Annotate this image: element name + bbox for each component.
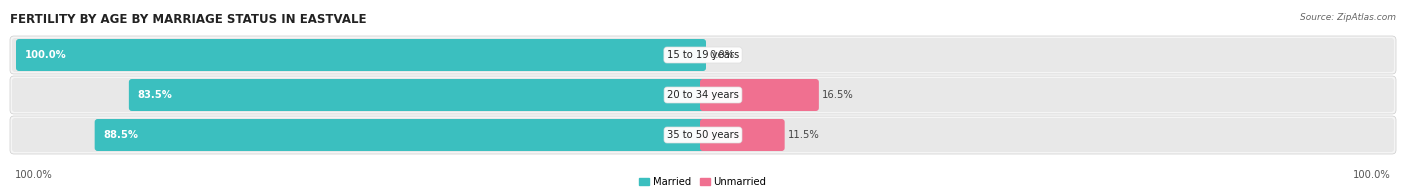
FancyBboxPatch shape <box>13 38 1393 72</box>
Text: 100.0%: 100.0% <box>25 50 66 60</box>
FancyBboxPatch shape <box>700 79 818 111</box>
Text: 15 to 19 years: 15 to 19 years <box>666 50 740 60</box>
Text: 35 to 50 years: 35 to 50 years <box>666 130 740 140</box>
Legend: Married, Unmarried: Married, Unmarried <box>636 173 770 191</box>
Text: 20 to 34 years: 20 to 34 years <box>666 90 740 100</box>
FancyBboxPatch shape <box>15 39 706 71</box>
FancyBboxPatch shape <box>13 118 1393 152</box>
Text: 100.0%: 100.0% <box>1353 170 1391 180</box>
FancyBboxPatch shape <box>13 78 1393 112</box>
FancyBboxPatch shape <box>10 36 1396 74</box>
Text: 0.0%: 0.0% <box>709 50 734 60</box>
Text: 11.5%: 11.5% <box>787 130 820 140</box>
Text: 16.5%: 16.5% <box>823 90 853 100</box>
FancyBboxPatch shape <box>10 76 1396 114</box>
Text: 83.5%: 83.5% <box>138 90 173 100</box>
Text: FERTILITY BY AGE BY MARRIAGE STATUS IN EASTVALE: FERTILITY BY AGE BY MARRIAGE STATUS IN E… <box>10 13 367 26</box>
FancyBboxPatch shape <box>10 116 1396 154</box>
Text: 100.0%: 100.0% <box>15 170 53 180</box>
FancyBboxPatch shape <box>129 79 706 111</box>
Text: Source: ZipAtlas.com: Source: ZipAtlas.com <box>1301 13 1396 22</box>
FancyBboxPatch shape <box>700 119 785 151</box>
FancyBboxPatch shape <box>94 119 706 151</box>
Text: 88.5%: 88.5% <box>104 130 139 140</box>
